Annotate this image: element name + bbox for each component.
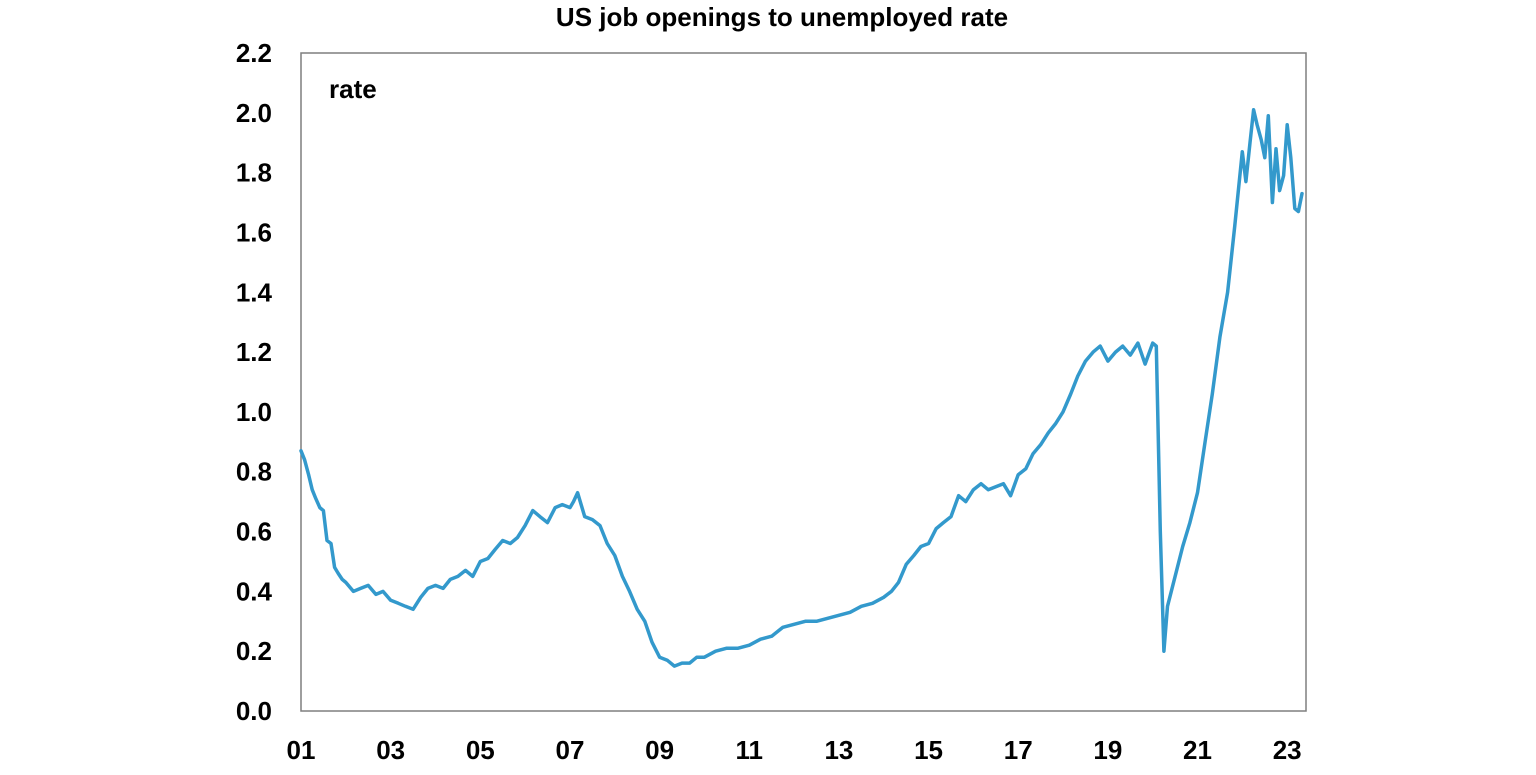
x-tick-label: 11 — [736, 735, 764, 765]
x-tick-label: 01 — [287, 735, 316, 765]
x-tick-label: 23 — [1273, 735, 1302, 765]
x-tick-label: 05 — [466, 735, 495, 765]
x-tick-label: 07 — [555, 735, 584, 765]
y-tick-label: 0.0 — [236, 696, 272, 726]
x-tick-label: 17 — [1004, 735, 1033, 765]
y-unit-label: rate — [329, 74, 377, 104]
y-tick-label: 2.0 — [236, 98, 272, 128]
y-tick-label: 0.6 — [236, 517, 272, 547]
x-tick-label: 19 — [1093, 735, 1122, 765]
series-line-0 — [299, 108, 1304, 668]
y-tick-label: 1.4 — [236, 277, 273, 307]
x-tick-label: 09 — [645, 735, 674, 765]
x-tick-label: 15 — [914, 735, 943, 765]
x-tick-label: 13 — [824, 735, 853, 765]
y-tick-label: 0.8 — [236, 457, 272, 487]
chart-title: US job openings to unemployed rate — [556, 2, 1008, 32]
y-tick-label: 1.8 — [236, 158, 272, 188]
y-tick-label: 0.4 — [236, 576, 273, 606]
y-tick-label: 1.6 — [236, 217, 272, 247]
x-tick-label: 03 — [376, 735, 405, 765]
series-group — [299, 108, 1304, 668]
x-tick-label: 21 — [1183, 735, 1212, 765]
y-axis: 0.0 0.2 0.4 0.6 0.8 1.0 1.2 1.4 1.6 1.8 2.0 2.2 — [236, 38, 273, 726]
y-tick-label: 2.2 — [236, 38, 272, 68]
y-tick-label: 1.2 — [236, 337, 272, 367]
x-axis: 01 03 05 07 09 11 13 15 17 19 21 23 — [287, 735, 1302, 765]
y-tick-label: 1.0 — [236, 397, 272, 427]
plot-area-frame — [300, 52, 1307, 712]
y-tick-label: 0.2 — [236, 636, 272, 666]
